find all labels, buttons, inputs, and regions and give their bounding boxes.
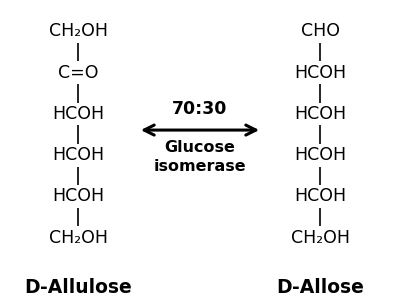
Text: 70:30: 70:30 bbox=[172, 100, 228, 118]
Text: CHO: CHO bbox=[300, 22, 340, 40]
Text: D-Allulose: D-Allulose bbox=[24, 278, 132, 297]
Text: HCOH: HCOH bbox=[294, 187, 346, 205]
Text: HCOH: HCOH bbox=[294, 64, 346, 82]
Text: HCOH: HCOH bbox=[52, 187, 104, 205]
Text: HCOH: HCOH bbox=[52, 105, 104, 123]
Text: CH₂OH: CH₂OH bbox=[290, 229, 350, 247]
Text: HCOH: HCOH bbox=[52, 146, 104, 164]
Text: C=O: C=O bbox=[58, 64, 98, 82]
Text: CH₂OH: CH₂OH bbox=[48, 229, 108, 247]
Text: HCOH: HCOH bbox=[294, 146, 346, 164]
Text: Glucose
isomerase: Glucose isomerase bbox=[154, 140, 246, 174]
Text: CH₂OH: CH₂OH bbox=[48, 22, 108, 40]
Text: HCOH: HCOH bbox=[294, 105, 346, 123]
Text: D-Allose: D-Allose bbox=[276, 278, 364, 297]
